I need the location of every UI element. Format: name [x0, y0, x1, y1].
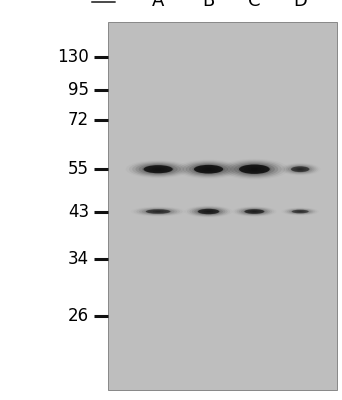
- Ellipse shape: [155, 211, 161, 212]
- Bar: [108, 22, 337, 390]
- Ellipse shape: [286, 165, 315, 174]
- Ellipse shape: [199, 209, 218, 214]
- Text: A: A: [152, 0, 164, 10]
- Text: 34: 34: [68, 250, 89, 268]
- Ellipse shape: [298, 168, 302, 170]
- Text: 95: 95: [68, 81, 89, 99]
- Ellipse shape: [298, 211, 302, 212]
- Ellipse shape: [189, 164, 228, 175]
- Ellipse shape: [289, 209, 312, 214]
- Ellipse shape: [204, 210, 213, 213]
- Ellipse shape: [224, 160, 285, 178]
- Ellipse shape: [246, 210, 263, 214]
- Ellipse shape: [194, 165, 223, 174]
- Ellipse shape: [294, 167, 306, 171]
- Ellipse shape: [290, 166, 311, 172]
- Ellipse shape: [293, 210, 308, 213]
- Ellipse shape: [155, 168, 161, 170]
- Ellipse shape: [187, 206, 230, 217]
- Ellipse shape: [234, 207, 274, 216]
- Ellipse shape: [132, 162, 184, 176]
- Ellipse shape: [294, 210, 306, 213]
- Ellipse shape: [202, 167, 215, 171]
- Ellipse shape: [186, 162, 231, 176]
- Ellipse shape: [227, 161, 282, 178]
- Ellipse shape: [197, 208, 221, 214]
- Text: C: C: [248, 0, 261, 10]
- Ellipse shape: [144, 165, 173, 173]
- Text: 130: 130: [57, 48, 89, 66]
- Ellipse shape: [152, 167, 165, 171]
- Ellipse shape: [252, 211, 256, 212]
- Ellipse shape: [239, 208, 270, 215]
- Ellipse shape: [296, 168, 304, 170]
- Ellipse shape: [248, 167, 261, 171]
- Text: B: B: [202, 0, 215, 10]
- Text: 26: 26: [68, 308, 89, 326]
- Ellipse shape: [241, 208, 268, 215]
- Ellipse shape: [285, 208, 315, 215]
- Ellipse shape: [146, 209, 170, 214]
- Ellipse shape: [231, 162, 278, 176]
- Text: 72: 72: [68, 110, 89, 128]
- Ellipse shape: [248, 210, 261, 213]
- Ellipse shape: [288, 165, 313, 173]
- Ellipse shape: [199, 166, 218, 172]
- Text: 43: 43: [68, 202, 89, 220]
- Ellipse shape: [150, 210, 166, 213]
- Ellipse shape: [189, 207, 228, 216]
- Ellipse shape: [142, 208, 174, 214]
- Ellipse shape: [153, 210, 163, 212]
- Ellipse shape: [148, 166, 168, 172]
- Ellipse shape: [198, 209, 219, 214]
- Ellipse shape: [145, 166, 171, 173]
- Ellipse shape: [201, 210, 216, 213]
- Ellipse shape: [234, 163, 275, 176]
- Ellipse shape: [284, 164, 317, 174]
- Ellipse shape: [196, 165, 222, 173]
- Ellipse shape: [237, 164, 272, 174]
- Ellipse shape: [147, 210, 169, 214]
- Ellipse shape: [192, 207, 225, 216]
- Ellipse shape: [291, 166, 310, 172]
- Ellipse shape: [244, 166, 265, 172]
- Ellipse shape: [237, 207, 272, 216]
- Ellipse shape: [183, 162, 235, 177]
- Ellipse shape: [243, 209, 265, 214]
- Ellipse shape: [251, 168, 258, 170]
- Ellipse shape: [179, 160, 238, 178]
- Ellipse shape: [206, 211, 211, 212]
- Ellipse shape: [287, 209, 313, 214]
- Ellipse shape: [245, 209, 264, 214]
- Ellipse shape: [250, 210, 259, 212]
- Ellipse shape: [192, 164, 225, 174]
- Ellipse shape: [205, 168, 212, 170]
- Text: KDa: KDa: [51, 0, 89, 2]
- Ellipse shape: [194, 208, 223, 215]
- Ellipse shape: [292, 167, 308, 172]
- Ellipse shape: [135, 163, 181, 176]
- Ellipse shape: [139, 164, 177, 174]
- Ellipse shape: [144, 209, 172, 214]
- Text: 55: 55: [68, 160, 89, 178]
- Ellipse shape: [136, 208, 180, 216]
- Ellipse shape: [291, 210, 310, 214]
- Ellipse shape: [239, 164, 270, 174]
- Ellipse shape: [142, 165, 174, 174]
- Ellipse shape: [129, 161, 187, 177]
- Text: D: D: [293, 0, 307, 10]
- Ellipse shape: [241, 165, 268, 173]
- Ellipse shape: [292, 210, 309, 213]
- Ellipse shape: [139, 208, 177, 215]
- Ellipse shape: [297, 211, 304, 212]
